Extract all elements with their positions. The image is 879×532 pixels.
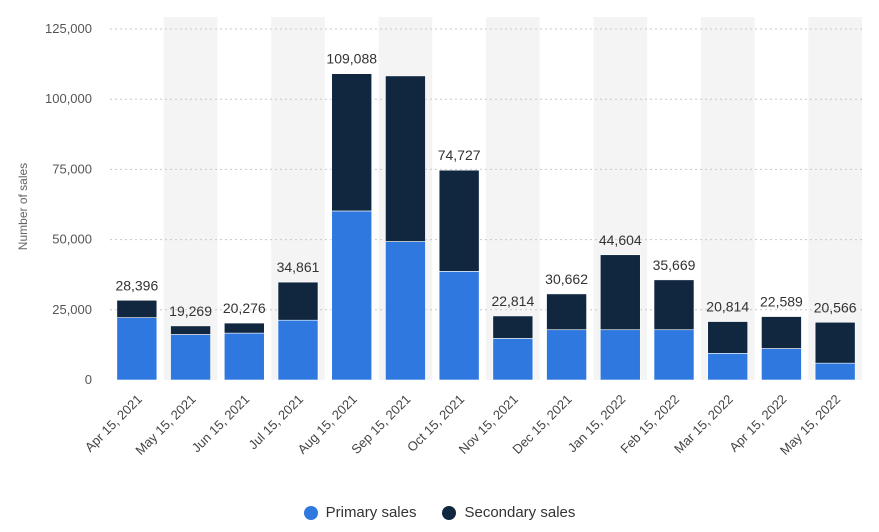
total-label-9: 44,604 bbox=[599, 232, 642, 248]
bar-primary-5[interactable] bbox=[385, 241, 426, 381]
bar-secondary-10[interactable] bbox=[653, 279, 695, 331]
bar-secondary-7[interactable] bbox=[492, 315, 534, 339]
bar-primary-7[interactable] bbox=[492, 338, 534, 381]
y-tick-label: 50,000 bbox=[52, 232, 92, 247]
total-label-3: 34,861 bbox=[277, 259, 320, 275]
bar-primary-11[interactable] bbox=[707, 353, 749, 381]
total-labels: 28,396 19,269 20,276 34,861 109,088 74,727 22,… bbox=[115, 51, 856, 319]
legend-item-primary[interactable]: Primary sales bbox=[303, 504, 417, 521]
y-tick-label: 100,000 bbox=[45, 91, 92, 106]
y-axis-ticks: 0 25,000 50,000 75,000 100,000 125,000 bbox=[45, 21, 92, 387]
total-label-6: 74,727 bbox=[438, 147, 481, 163]
total-label-2: 20,276 bbox=[223, 300, 266, 316]
bar-secondary-6[interactable] bbox=[438, 169, 480, 272]
bar-secondary-3[interactable] bbox=[277, 281, 319, 321]
band-11 bbox=[700, 17, 755, 380]
total-label-12: 22,589 bbox=[760, 294, 803, 310]
bar-primary-6[interactable] bbox=[438, 271, 480, 381]
bar-secondary-4[interactable] bbox=[331, 73, 373, 212]
legend-label-primary: Primary sales bbox=[325, 504, 417, 521]
y-tick-label: 75,000 bbox=[52, 161, 92, 176]
bar-secondary-1[interactable] bbox=[170, 325, 211, 335]
bar-primary-9[interactable] bbox=[599, 329, 641, 381]
bars bbox=[116, 73, 856, 381]
bar-primary-3[interactable] bbox=[277, 319, 319, 381]
y-tick-label: 0 bbox=[85, 372, 92, 387]
x-tick-label-2: Jun 15, 2021 bbox=[189, 392, 253, 456]
legend-item-secondary[interactable]: Secondary sales bbox=[442, 504, 575, 521]
total-label-7: 22,814 bbox=[491, 293, 534, 309]
gridlines bbox=[110, 28, 862, 311]
bar-primary-1[interactable] bbox=[170, 334, 211, 381]
y-axis-title: Number of sales bbox=[16, 163, 30, 250]
bar-secondary-5[interactable] bbox=[385, 75, 426, 242]
y-tick-label: 125,000 bbox=[45, 21, 92, 36]
bar-primary-2[interactable] bbox=[223, 332, 265, 381]
legend: Primary sales Secondary sales bbox=[0, 504, 879, 521]
total-label-13: 20,566 bbox=[814, 299, 857, 315]
bar-secondary-11[interactable] bbox=[707, 321, 749, 354]
bar-secondary-9[interactable] bbox=[599, 254, 641, 331]
total-label-4: 109,088 bbox=[326, 51, 377, 67]
stacked-bar-chart: 0 25,000 50,000 75,000 100,000 125,000 Number… bbox=[16, 17, 862, 458]
band-1 bbox=[163, 17, 218, 380]
bar-secondary-2[interactable] bbox=[223, 322, 265, 334]
bar-primary-0[interactable] bbox=[116, 317, 158, 381]
bar-primary-10[interactable] bbox=[653, 329, 695, 381]
legend-swatch-primary bbox=[303, 505, 318, 520]
legend-swatch-secondary bbox=[442, 505, 457, 520]
band-13 bbox=[808, 17, 862, 380]
bar-primary-13[interactable] bbox=[814, 362, 856, 381]
bar-primary-12[interactable] bbox=[761, 348, 802, 381]
total-label-11: 20,814 bbox=[706, 299, 749, 315]
bar-secondary-8[interactable] bbox=[546, 293, 587, 331]
y-tick-label: 25,000 bbox=[52, 302, 92, 317]
total-label-1: 19,269 bbox=[169, 303, 212, 319]
bar-primary-4[interactable] bbox=[331, 210, 373, 381]
bar-secondary-12[interactable] bbox=[761, 316, 802, 349]
bar-secondary-13[interactable] bbox=[814, 321, 856, 364]
total-label-10: 35,669 bbox=[653, 257, 696, 273]
total-label-0: 28,396 bbox=[115, 277, 158, 293]
bar-primary-8[interactable] bbox=[546, 329, 587, 381]
total-label-8: 30,662 bbox=[545, 271, 588, 287]
legend-label-secondary: Secondary sales bbox=[464, 504, 576, 521]
bar-secondary-0[interactable] bbox=[116, 299, 158, 318]
